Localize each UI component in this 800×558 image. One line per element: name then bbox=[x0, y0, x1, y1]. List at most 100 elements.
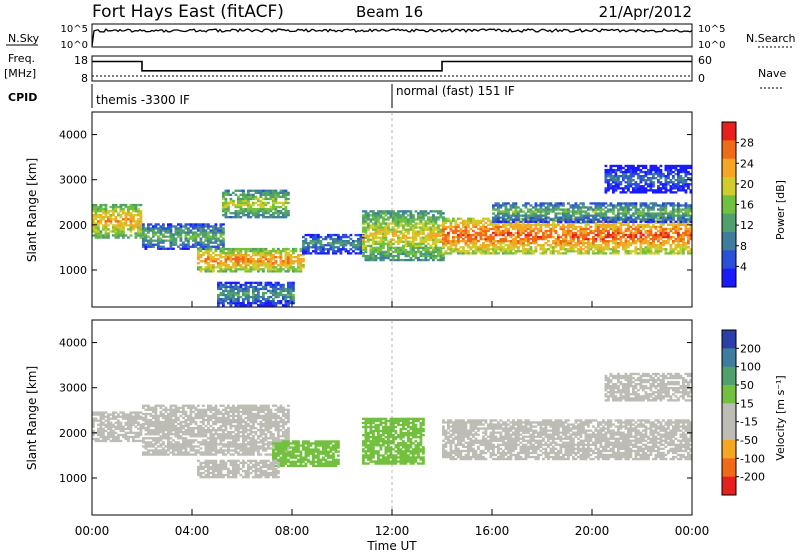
heatmap-cell bbox=[235, 284, 238, 286]
heatmap-cell bbox=[657, 252, 660, 254]
heatmap-cell bbox=[100, 436, 103, 438]
heatmap-cell bbox=[392, 259, 395, 261]
heatmap-cell bbox=[490, 244, 493, 246]
heatmap-cell bbox=[260, 258, 263, 260]
heatmap-cell bbox=[650, 252, 653, 254]
heatmap-cell bbox=[112, 218, 115, 220]
heatmap-cell bbox=[680, 250, 683, 252]
noise-right-label: N.Search bbox=[746, 32, 796, 45]
heatmap-cell bbox=[530, 221, 533, 223]
heatmap-cell bbox=[370, 226, 373, 228]
heatmap-cell bbox=[380, 253, 383, 255]
heatmap-cell bbox=[370, 247, 373, 249]
heatmap-cell bbox=[287, 252, 290, 254]
heatmap-cell bbox=[185, 248, 188, 250]
heatmap-cell bbox=[260, 202, 263, 204]
heatmap-cell bbox=[260, 206, 263, 208]
heatmap-cell bbox=[677, 189, 680, 191]
heatmap-cell bbox=[570, 248, 573, 250]
heatmap-cell bbox=[650, 212, 653, 214]
heatmap-cell bbox=[595, 206, 598, 208]
heatmap-cell bbox=[610, 221, 613, 223]
heatmap-cell bbox=[197, 268, 200, 270]
heatmap-cell bbox=[405, 255, 408, 257]
heatmap-cell bbox=[467, 232, 470, 234]
heatmap-cell bbox=[665, 208, 668, 210]
heatmap-cell bbox=[160, 233, 163, 235]
heatmap-cell bbox=[495, 224, 498, 226]
heatmap-cell bbox=[377, 212, 380, 214]
heatmap-cell bbox=[237, 210, 240, 212]
heatmap-cell bbox=[432, 218, 435, 220]
heatmap-cell bbox=[375, 235, 378, 237]
heatmap-cell bbox=[212, 268, 215, 270]
heatmap-cell bbox=[192, 231, 195, 233]
heatmap-cell bbox=[125, 212, 128, 214]
heatmap-cell bbox=[597, 206, 600, 208]
heatmap-cell bbox=[627, 167, 630, 169]
heatmap-cell bbox=[625, 171, 628, 173]
heatmap-cell bbox=[637, 177, 640, 179]
heatmap-cell bbox=[370, 233, 373, 235]
noise-trace bbox=[92, 29, 692, 46]
heatmap-cell bbox=[282, 250, 285, 252]
heatmap-cell bbox=[152, 429, 155, 431]
heatmap-cell bbox=[97, 226, 100, 228]
heatmap-cell bbox=[377, 224, 380, 226]
heatmap-cell bbox=[147, 429, 150, 431]
heatmap-cell bbox=[382, 210, 385, 212]
heatmap-cell bbox=[575, 210, 578, 212]
heatmap-cell bbox=[110, 230, 113, 232]
heatmap-cell bbox=[210, 248, 213, 250]
heatmap-cell bbox=[685, 246, 688, 248]
heatmap-cell bbox=[275, 270, 278, 272]
heatmap-cell bbox=[487, 218, 490, 220]
heatmap-cell bbox=[617, 187, 620, 189]
heatmap-cell bbox=[682, 221, 685, 223]
heatmap-cell bbox=[535, 219, 538, 221]
heatmap-cell bbox=[107, 428, 110, 430]
heatmap-cell bbox=[170, 240, 173, 242]
heatmap-cell bbox=[602, 248, 605, 250]
heatmap-cell bbox=[100, 230, 103, 232]
heatmap-cell bbox=[327, 242, 330, 244]
heatmap-cell bbox=[365, 235, 368, 237]
heatmap-cell bbox=[535, 226, 538, 228]
heatmap-cell bbox=[502, 246, 505, 248]
heatmap-cell bbox=[97, 420, 100, 422]
heatmap-cell bbox=[360, 240, 363, 242]
heatmap-cell bbox=[450, 228, 453, 230]
heatmap-cell bbox=[652, 181, 655, 183]
heatmap-cell bbox=[220, 282, 223, 284]
heatmap-cell bbox=[270, 260, 273, 262]
heatmap-cell bbox=[272, 298, 275, 300]
heatmap-cell bbox=[362, 243, 365, 245]
heatmap-cell bbox=[205, 252, 208, 254]
heatmap-cell bbox=[220, 223, 223, 225]
heatmap-cell bbox=[567, 202, 570, 204]
heatmap-cell bbox=[142, 225, 145, 227]
heatmap-cell bbox=[415, 235, 418, 237]
heatmap-cell bbox=[380, 214, 383, 216]
heatmap-cell bbox=[582, 244, 585, 246]
heatmap-cell bbox=[247, 292, 250, 294]
heatmap-cell bbox=[677, 187, 680, 189]
heatmap-cell bbox=[325, 244, 328, 246]
heatmap-cell bbox=[602, 215, 605, 217]
heatmap-cell bbox=[115, 232, 118, 234]
heatmap-cell bbox=[467, 250, 470, 252]
heatmap-cell bbox=[525, 212, 528, 214]
heatmap-cell bbox=[247, 216, 250, 218]
heatmap-cell bbox=[242, 294, 245, 296]
heatmap-cell bbox=[285, 270, 288, 272]
heatmap-cell bbox=[202, 246, 205, 248]
heatmap-cell bbox=[607, 204, 610, 206]
heatmap-cell bbox=[462, 222, 465, 224]
heatmap-cell bbox=[110, 430, 113, 432]
heatmap-cell bbox=[680, 244, 683, 246]
heatmap-cell bbox=[262, 296, 265, 298]
heatmap-cell bbox=[97, 432, 100, 434]
heatmap-cell bbox=[545, 202, 548, 204]
heatmap-cell bbox=[107, 413, 110, 415]
heatmap-cell bbox=[382, 245, 385, 247]
